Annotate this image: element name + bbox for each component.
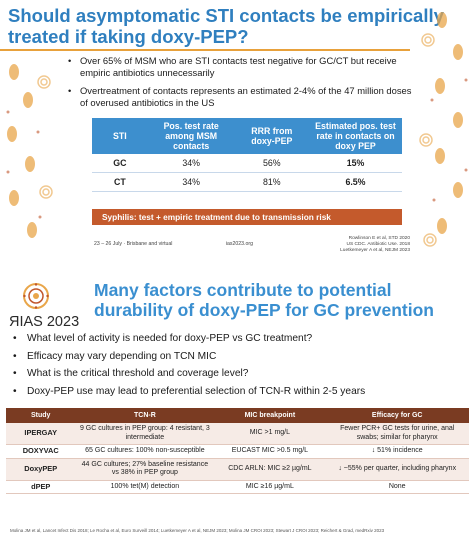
- footprints-decoration-left-icon: [6, 64, 53, 238]
- cell-mic: EUCAST MIC >0.5 mg/L: [214, 444, 326, 459]
- title-divider: [0, 49, 410, 51]
- sti-positivity-table: STI Pos. test rate among MSM contacts RR…: [92, 118, 402, 192]
- table-row: dPEP 100% tet(M) detection MIC ≥16 µg/mL…: [6, 480, 469, 494]
- bullet-item: What level of activity is needed for dox…: [12, 332, 467, 345]
- citation: Rowlinson E et al, STD 2020: [348, 236, 410, 241]
- column-header-efficacy: Efficacy for GC: [325, 408, 469, 423]
- cell-efficacy: ↓ ~55% per quarter, including pharynx: [325, 458, 469, 481]
- citation: US CDC. Antibiotic Use. 2018: [346, 242, 410, 247]
- table-header-row: Study TCN-R MIC breakpoint Efficacy for …: [6, 408, 469, 423]
- cell-pos-rate: 34%: [147, 172, 235, 192]
- ias-logo-icon: [23, 283, 49, 309]
- slide1-title: Should asymptomatic STI contacts be empi…: [8, 5, 444, 47]
- cell-pos-rate: 34%: [147, 154, 235, 173]
- cell-sti: CT: [92, 172, 148, 192]
- cell-efficacy: ↓ 51% incidence: [325, 444, 469, 459]
- column-header-study: Study: [6, 408, 76, 423]
- cell-tcn-r: 44 GC cultures; 27% baseline resistance …: [75, 458, 215, 481]
- table-row: DOXYVAC 65 GC cultures: 100% non-suscept…: [6, 444, 469, 459]
- slide2-footer-references: Molina JM et al, Lancet Infect Dis 2018;…: [10, 528, 385, 533]
- column-header-mic: MIC breakpoint: [214, 408, 326, 423]
- cell-estimated: 15%: [308, 154, 402, 173]
- slide-doxy-pep-contacts: Should asymptomatic STI contacts be empi…: [0, 0, 474, 262]
- cell-tcn-r: 9 GC cultures in PEP group: 4 resistant,…: [75, 423, 215, 445]
- study-comparison-table: Study TCN-R MIC breakpoint Efficacy for …: [6, 408, 469, 494]
- cell-efficacy: Fewer PCR+ GC tests for urine, anal swab…: [325, 423, 469, 445]
- cell-estimated: 6.5%: [308, 172, 402, 192]
- syphilis-banner: Syphilis: test + empiric treatment due t…: [92, 209, 402, 225]
- table-header-row: STI Pos. test rate among MSM contacts RR…: [92, 118, 402, 154]
- slide1-footer: 23 – 26 July · Brisbane and virtual ias2…: [94, 241, 305, 247]
- column-header-sti: STI: [92, 118, 148, 154]
- bullet-item: Overtreatment of contacts represents an …: [68, 85, 413, 109]
- cell-sti: GC: [92, 154, 148, 173]
- cell-study: dPEP: [6, 480, 76, 494]
- conference-date: 23 – 26 July · Brisbane and virtual: [94, 241, 173, 247]
- cell-study: DoxyPEP: [6, 458, 76, 481]
- cell-mic: MIC >1 mg/L: [214, 423, 326, 445]
- column-header-pos-rate: Pos. test rate among MSM contacts: [147, 118, 235, 154]
- bullet-item: Over 65% of MSM who are STI contacts tes…: [68, 55, 413, 79]
- cell-tcn-r: 65 GC cultures: 100% non-susceptible: [75, 444, 215, 459]
- slide1-citations: Rowlinson E et al, STD 2020 US CDC. Anti…: [334, 236, 410, 254]
- slide2-bullet-list: What level of activity is needed for dox…: [12, 332, 467, 402]
- ias-logo-text: ЯIAS 2023: [9, 314, 80, 330]
- column-header-rrr: RRR from doxy-PEP: [234, 118, 309, 154]
- table-row: DoxyPEP 44 GC cultures; 27% baseline res…: [6, 458, 469, 481]
- table-row: GC 34% 56% 15%: [92, 154, 402, 173]
- cell-mic: MIC ≥16 µg/mL: [214, 480, 326, 494]
- bullet-item: Efficacy may vary depending on TCN MIC: [12, 350, 467, 363]
- column-header-estimated: Estimated pos. test rate in contacts on …: [308, 118, 402, 154]
- table-row: IPERGAY 9 GC cultures in PEP group: 4 re…: [6, 423, 469, 445]
- bullet-item: What is the critical threshold and cover…: [12, 367, 467, 380]
- table-row: CT 34% 81% 6.5%: [92, 172, 402, 192]
- cell-tcn-r: 100% tet(M) detection: [75, 480, 215, 494]
- citation: Luetkemeyer A et al, NEJM 2023: [340, 248, 410, 253]
- conference-site: ias2023.org: [225, 241, 254, 247]
- cell-rrr: 81%: [234, 172, 309, 192]
- cell-rrr: 56%: [234, 154, 309, 173]
- slide2-title: Many factors contribute to potential dur…: [94, 280, 434, 320]
- cell-study: IPERGAY: [6, 423, 76, 445]
- cell-study: DOXYVAC: [6, 444, 76, 459]
- slide-doxy-pep-durability: ЯIAS 2023 Many factors contribute to pot…: [0, 270, 474, 545]
- bullet-item: Doxy-PEP use may lead to preferential se…: [12, 385, 467, 398]
- footprints-decoration-right-icon: [419, 12, 468, 247]
- slide1-bullet-list: Over 65% of MSM who are STI contacts tes…: [68, 55, 413, 115]
- cell-mic: CDC ARLN: MIC ≥2 µg/mL: [214, 458, 326, 481]
- column-header-tcn-r: TCN-R: [75, 408, 215, 423]
- cell-efficacy: None: [325, 480, 469, 494]
